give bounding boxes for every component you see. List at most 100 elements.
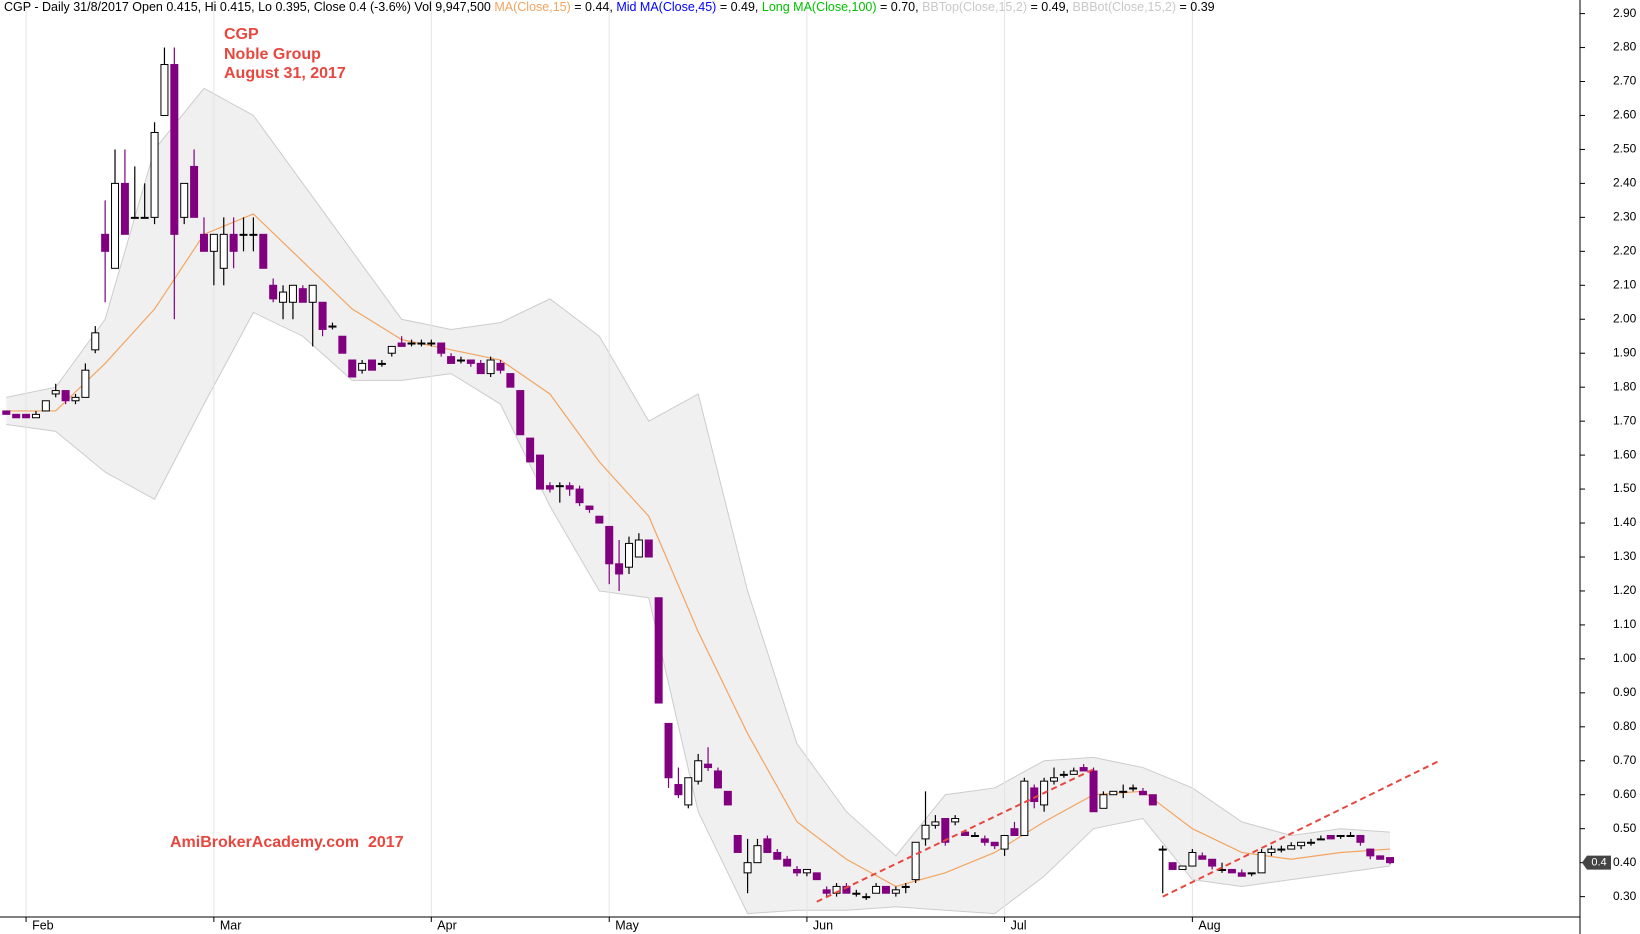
candle-body [911, 841, 920, 881]
candle-body [1366, 848, 1375, 857]
y-tick-label: 1.00 [1613, 651, 1637, 665]
candle-body [704, 763, 713, 769]
candle-body [239, 233, 248, 236]
candle-body [723, 790, 732, 806]
candle-body [664, 722, 673, 779]
candle-body [980, 838, 989, 843]
candle-body [358, 362, 367, 371]
candle-body [634, 539, 643, 558]
candle-body [1306, 841, 1315, 844]
candle-body [1069, 770, 1078, 775]
candle-body [338, 335, 347, 354]
candle-body [1148, 794, 1157, 806]
x-tick-label: Feb [32, 918, 54, 932]
candle-body [862, 896, 871, 899]
candle-body [328, 325, 337, 328]
candle-body [1198, 855, 1207, 860]
candle-body [22, 413, 31, 419]
candle-body [288, 284, 297, 303]
candle-body [259, 233, 268, 269]
candle-body [565, 485, 574, 490]
candle-body [377, 362, 386, 365]
candle-body [279, 291, 288, 303]
candle-body [1376, 855, 1385, 860]
candle-body [654, 597, 663, 704]
candle-body [812, 872, 821, 881]
y-tick-label: 0.80 [1613, 719, 1637, 733]
candle-body [1287, 845, 1296, 850]
candle-body [1316, 838, 1325, 841]
last-price-box [1582, 855, 1611, 870]
candle-body [545, 485, 554, 490]
candle-body [555, 485, 564, 488]
candle-body [585, 505, 594, 510]
candle-body [1138, 790, 1147, 796]
candle-body [368, 359, 377, 371]
candle-body [31, 413, 40, 419]
candle-body [190, 165, 199, 218]
candle-body [852, 892, 861, 895]
annotation: August 31, 2017 [224, 65, 346, 82]
y-tick-label: 0.70 [1613, 753, 1637, 767]
candle-body [71, 396, 80, 402]
candle-body [170, 64, 179, 235]
candle-body [595, 515, 604, 524]
y-tick-label: 1.40 [1613, 515, 1637, 529]
candle-body [101, 233, 110, 252]
header-segment: = 0.39 [1176, 0, 1215, 14]
candle-body [763, 838, 772, 853]
candle-body [51, 390, 60, 395]
annotation: CGP [224, 26, 259, 43]
header-segment: Long MA(Close,100) [762, 0, 877, 14]
candle-body [140, 216, 149, 219]
candle-body [1257, 851, 1266, 874]
y-tick-label: 2.00 [1613, 311, 1637, 325]
candle-body [397, 342, 406, 347]
candle-body [674, 784, 683, 796]
candle-body [427, 342, 436, 345]
y-tick-label: 0.60 [1613, 787, 1637, 801]
candle-body [1089, 770, 1098, 813]
candle-body [684, 777, 693, 806]
header-segment: BBTop(Close,15,2) [922, 0, 1027, 14]
y-tick-label: 0.50 [1613, 821, 1637, 835]
bollinger-band-area [6, 88, 1391, 914]
trend-line [816, 768, 1094, 903]
candle-body [476, 362, 485, 375]
candle-body [219, 233, 228, 269]
header-segment: MA(Close,15) [494, 0, 570, 14]
y-tick-label: 1.70 [1613, 413, 1637, 427]
y-tick-label: 0.90 [1613, 685, 1637, 699]
band-layer [6, 87, 1391, 915]
y-tick-label: 2.80 [1613, 40, 1637, 54]
candle-body [921, 824, 930, 840]
candle-body [348, 359, 357, 378]
candle-body [41, 400, 50, 412]
y-tick-label: 1.60 [1613, 447, 1637, 461]
candle-body [931, 821, 940, 826]
candle-body [1356, 834, 1365, 843]
candle-body [624, 542, 633, 568]
y-tick-label: 2.10 [1613, 277, 1637, 291]
y-tick-label: 1.80 [1613, 379, 1637, 393]
x-tick-label: Mar [220, 918, 242, 932]
y-tick-label: 2.20 [1613, 243, 1637, 257]
candle-body [1050, 777, 1059, 782]
y-tick-label: 2.60 [1613, 108, 1637, 122]
candle-body [516, 390, 525, 436]
candle-body [160, 64, 169, 116]
header-segment: CGP - Daily 31/8/2017 Open 0.415, Hi 0.4… [4, 0, 494, 14]
candle-body [1020, 780, 1029, 836]
candle-body [269, 284, 278, 300]
candle-body [1346, 834, 1355, 837]
candle-body [773, 851, 782, 860]
candle-body [486, 359, 495, 375]
candle-body [417, 342, 426, 345]
candle-body [990, 841, 999, 847]
x-tick-label: Jul [1011, 918, 1027, 932]
candle-body [209, 233, 218, 252]
candle-body [199, 233, 208, 252]
trend-line [1162, 759, 1440, 898]
